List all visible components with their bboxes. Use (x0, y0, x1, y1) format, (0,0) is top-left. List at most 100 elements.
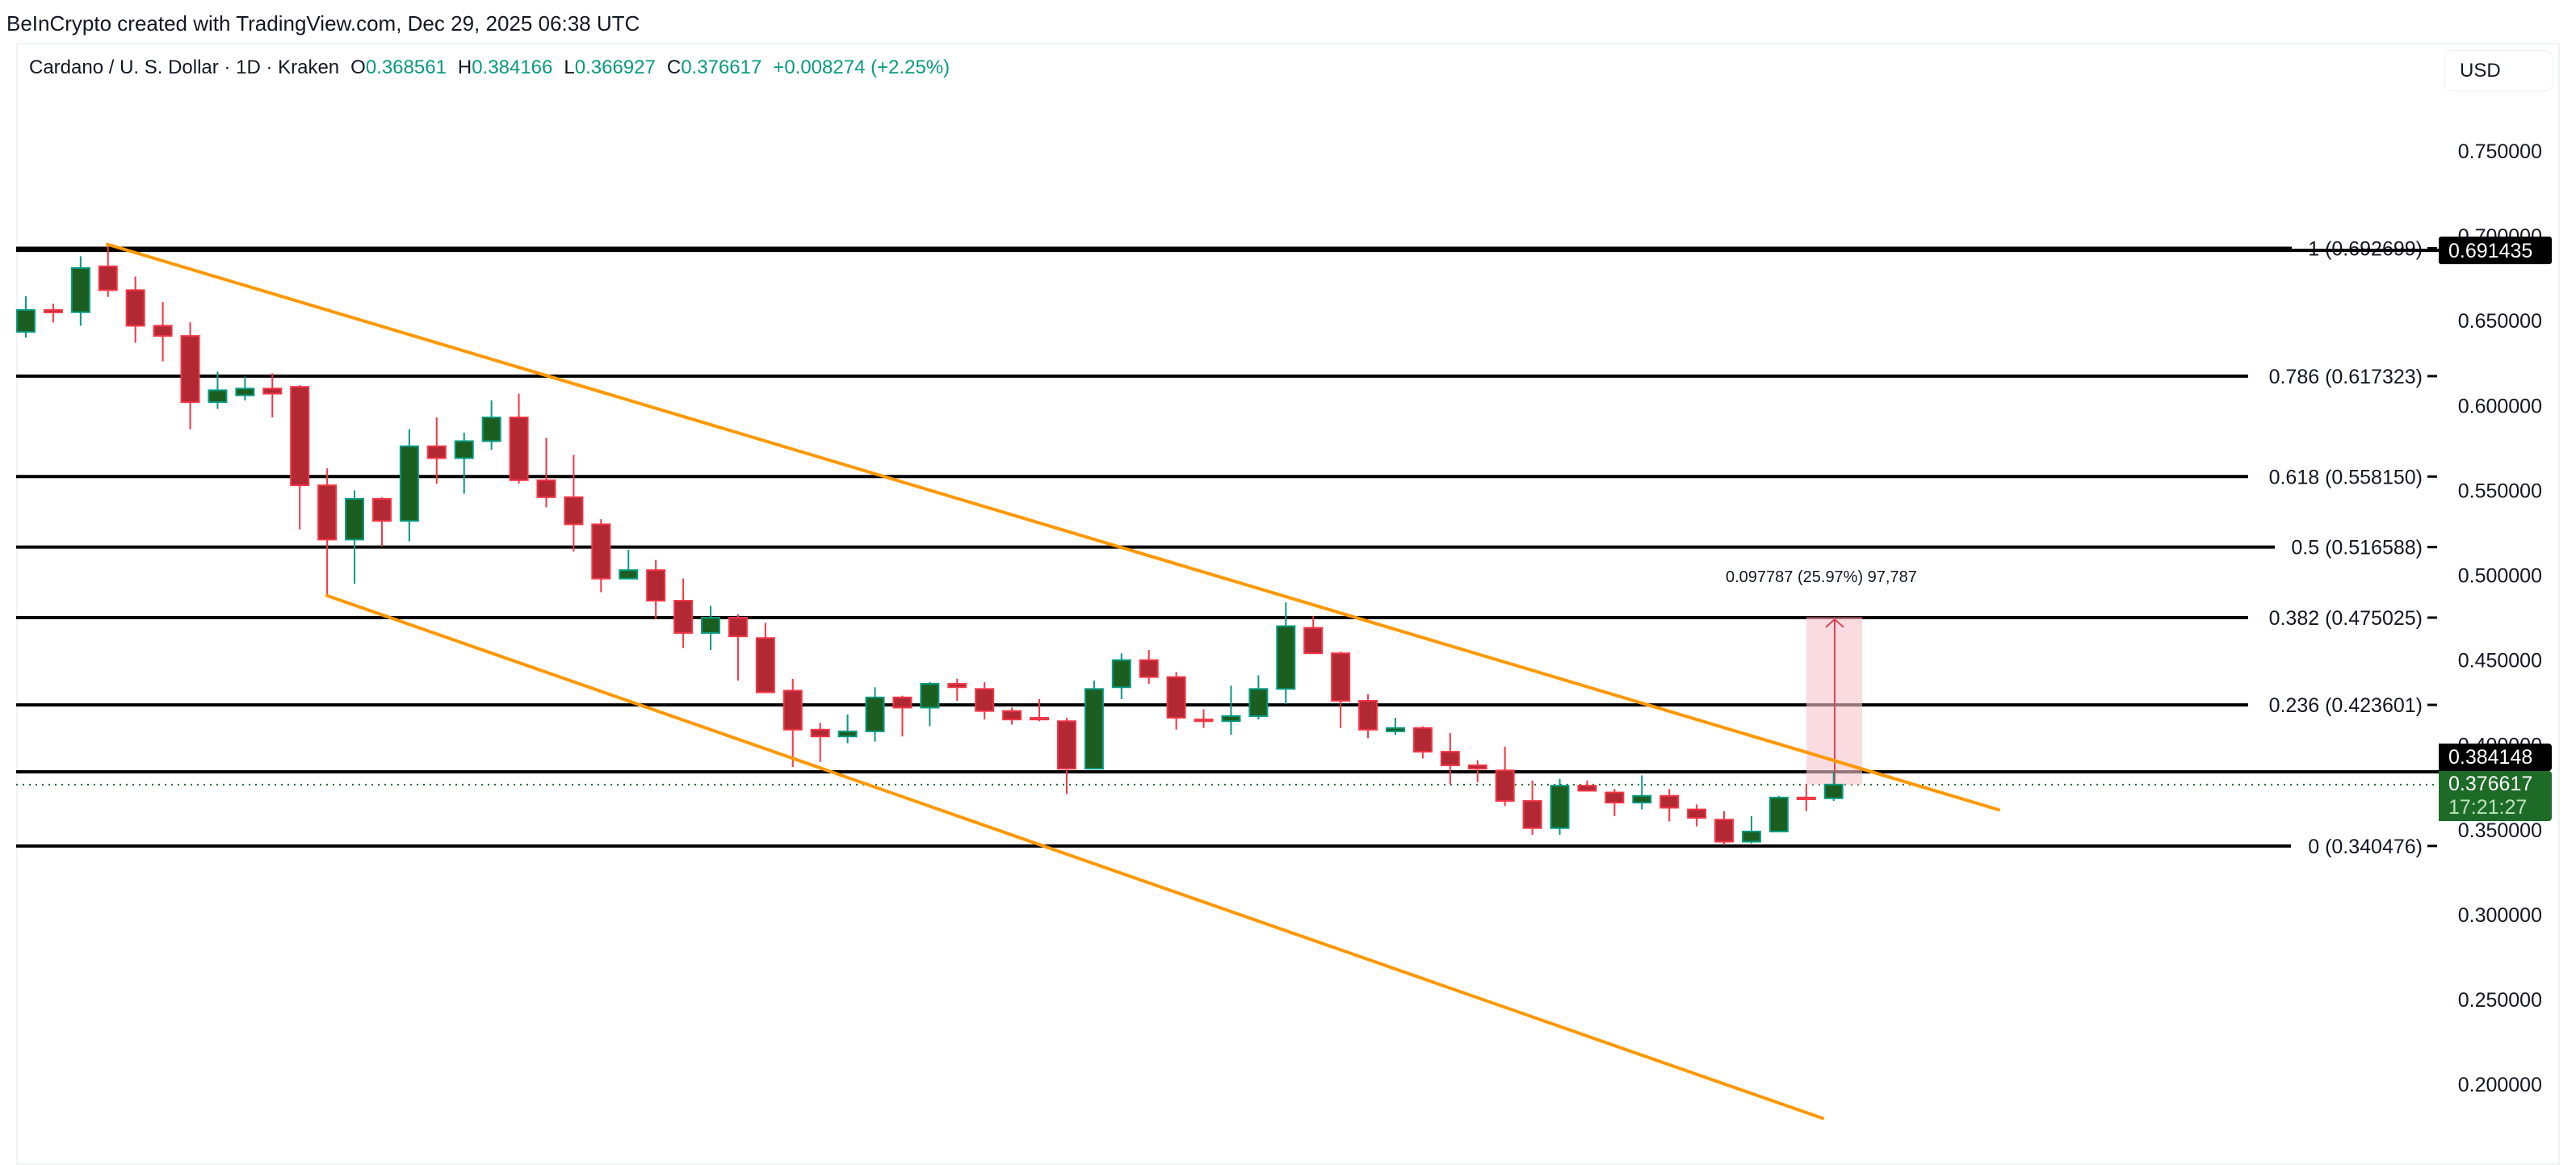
candle-body (1659, 794, 1680, 809)
candle-body (481, 417, 501, 442)
candle-up (1084, 680, 1104, 770)
axis-tick-label: 0.200000 (2458, 1074, 2542, 1096)
axis-tick-label: 0.300000 (2458, 904, 2542, 927)
channel-lower-line[interactable] (325, 593, 1824, 1121)
candle-up (16, 295, 36, 338)
price-range-measure[interactable]: 0.097787 (25.97%) 97,787 (1726, 568, 1917, 785)
candle-up (208, 371, 228, 409)
candle-down (1495, 746, 1515, 807)
candle-up (235, 376, 255, 400)
candle-up (1276, 602, 1296, 705)
candle-body (591, 523, 611, 580)
candle-body (1605, 791, 1625, 804)
candle-down (1139, 649, 1159, 685)
close-value: 0.376617 (681, 57, 762, 78)
currency-button[interactable]: USD (2444, 50, 2553, 91)
candle-body (1056, 720, 1076, 770)
candle-up (345, 490, 365, 585)
candle-down (371, 497, 392, 547)
fib-label-0-382: 0.382 (0.475025) (2269, 607, 2423, 630)
candle-body (290, 386, 310, 487)
candle-body (262, 388, 283, 395)
candle-down (509, 393, 529, 484)
candle-down (1002, 707, 1022, 725)
candle-down (1030, 698, 1050, 722)
descending-channel[interactable] (106, 242, 2000, 1121)
candle-down (98, 244, 118, 297)
measure-label: 0.097787 (25.97%) 97,787 (1726, 568, 1917, 586)
candle-up (1632, 775, 1652, 810)
candle-body (235, 388, 255, 396)
candle-body (345, 497, 365, 541)
candle-body (317, 484, 338, 541)
fib-label-0-236: 0.236 (0.423601) (2269, 694, 2423, 717)
candle-down (1194, 709, 1214, 728)
candle-up (399, 429, 419, 542)
axis-tick-label: 0.450000 (2458, 650, 2542, 673)
candle-down (1166, 672, 1186, 730)
candle-down (1577, 780, 1597, 792)
candle-body (98, 265, 118, 291)
candle-up (1823, 771, 1844, 802)
candle-down (1467, 760, 1487, 782)
candle-body (1166, 676, 1186, 719)
fib-label-0: 0 (0.340476) (2308, 836, 2423, 858)
open-key: O (350, 57, 366, 78)
candle-body (1331, 652, 1351, 702)
candle-body (454, 440, 474, 459)
fib-label-0-786: 0.786 (0.617323) (2269, 366, 2423, 388)
candle-body (782, 689, 803, 731)
last-price-value: 0.376617 (2448, 773, 2533, 795)
candle-body (646, 569, 666, 602)
candle-up (454, 432, 474, 494)
axis-tick-label: 0.500000 (2458, 565, 2542, 588)
candle-body (1412, 727, 1433, 753)
candle-up (481, 400, 501, 450)
candle-body (536, 479, 556, 498)
horizontal-lines[interactable] (16, 249, 2439, 774)
candle-body (1741, 830, 1761, 843)
candle-up (619, 549, 639, 580)
candle-down (1659, 789, 1680, 822)
candle-body (180, 335, 200, 404)
candle-body (1084, 688, 1104, 770)
low-key: L (564, 57, 575, 78)
candle-body (16, 308, 36, 333)
candle-body (1714, 819, 1735, 843)
channel-upper-line[interactable] (106, 242, 2000, 811)
candle-up (837, 714, 858, 744)
candle-down (728, 614, 748, 681)
symbol-title[interactable]: Cardano / U. S. Dollar · 1D · Kraken (29, 57, 340, 78)
candle-down (947, 678, 967, 702)
candle-body (1221, 715, 1241, 723)
chart-panel[interactable] (16, 43, 2560, 1165)
axis-tick-label: 0.600000 (2458, 395, 2542, 417)
candle-down (1440, 732, 1460, 785)
candle-body (1687, 808, 1707, 819)
fib-label-0-618: 0.618 (0.558150) (2269, 466, 2423, 488)
candle-body (728, 617, 748, 638)
candle-body (1522, 800, 1542, 829)
candle-down (975, 681, 995, 720)
candle-down (1056, 718, 1076, 794)
candle-body (1823, 783, 1844, 799)
candle-body (1303, 627, 1324, 655)
close-key: C (666, 57, 682, 78)
fibonacci-retracement[interactable]: 1 (0.692699)0.786 (0.617323)0.618 (0.558… (16, 237, 2437, 858)
candle-body (1577, 785, 1597, 792)
bar-countdown: 17:21:27 (2448, 796, 2528, 819)
candle-body (1248, 688, 1269, 717)
horizontal-line-price-tag: 0.384148 (2439, 744, 2552, 771)
candle-body (43, 308, 63, 313)
candle-down (591, 519, 611, 593)
candle-up (1768, 795, 1789, 832)
candle-body (975, 688, 995, 712)
price-axis[interactable]: 0.7500000.7000000.6500000.6000000.550000… (2439, 105, 2558, 1151)
candle-body (1386, 727, 1405, 732)
candle-body (1276, 625, 1296, 690)
top-line-price-value: 0.691435 (2448, 240, 2532, 262)
candle-up (70, 256, 90, 326)
candle-down (426, 417, 447, 484)
candle-up (1111, 653, 1131, 699)
